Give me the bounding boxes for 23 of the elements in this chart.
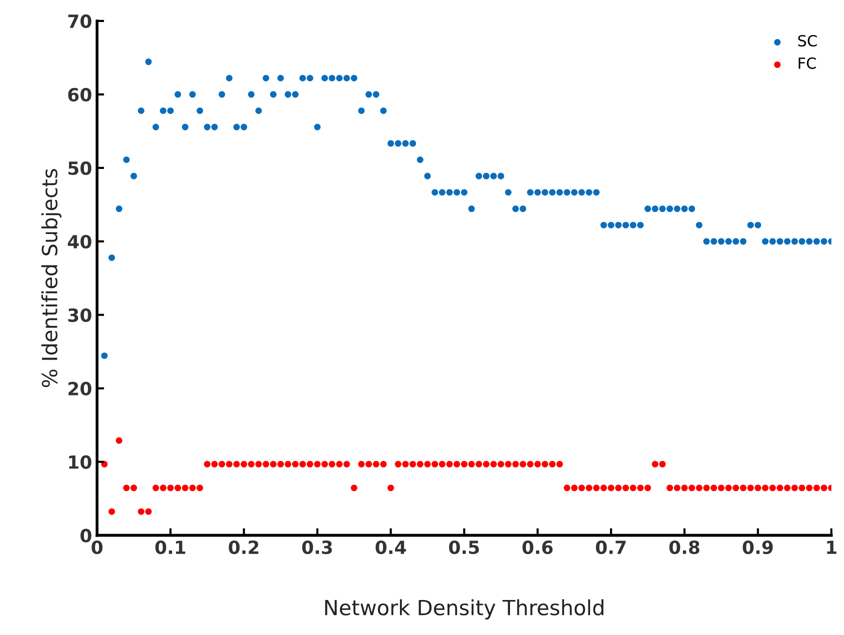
legend-label: FC [798, 57, 816, 69]
x-tick-label: 0.4 [376, 540, 406, 554]
x-tick-label: 0.3 [302, 540, 332, 554]
y-tick-label: 40 [68, 234, 92, 249]
legend-label: SC [798, 34, 817, 47]
x-tick-label: 0.8 [669, 540, 700, 554]
y-tick-label: 0 [80, 528, 92, 542]
y-tick-label: 30 [68, 308, 92, 322]
x-axis-title: Network Density Threshold [325, 599, 604, 620]
x-tick-label: 0.9 [742, 540, 773, 554]
y-tick-label: 60 [68, 88, 92, 102]
x-tick-label: 1 [827, 540, 836, 554]
y-axis-title: % Identified Subjects [41, 169, 62, 388]
x-tick-label: 0 [92, 540, 102, 554]
x-tick-label: 0.6 [522, 540, 553, 554]
x-tick-label: 0.7 [596, 540, 626, 554]
x-tick-label: 0.1 [155, 540, 186, 554]
x-tick-label: 0.5 [449, 540, 479, 554]
y-tick-label: 10 [69, 455, 92, 469]
y-tick-label: 50 [68, 161, 92, 176]
y-tick-label: 20 [68, 382, 92, 396]
y-tick-label: 70 [68, 14, 92, 28]
x-tick-label: 0.2 [228, 540, 258, 554]
